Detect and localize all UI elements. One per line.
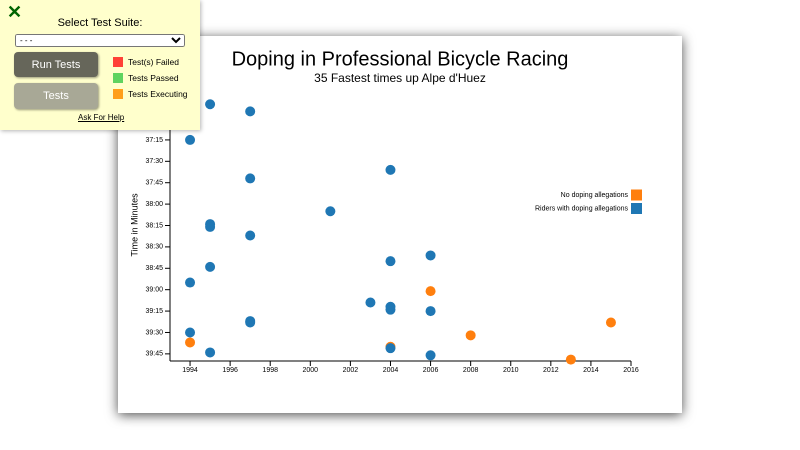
x-tick-label: 2000 <box>303 367 319 374</box>
y-tick-label: 38:45 <box>145 265 163 272</box>
y-tick-label: 37:45 <box>145 180 163 187</box>
point <box>425 286 436 297</box>
point <box>425 250 436 261</box>
help-link[interactable]: Ask For Help <box>78 113 125 122</box>
x-tick-label: 2008 <box>463 367 479 374</box>
y-tick-label: 38:00 <box>145 201 163 208</box>
x-tick-label: 2014 <box>583 367 599 374</box>
point <box>605 317 616 328</box>
x-tick-label: 1996 <box>222 367 238 374</box>
legend-swatch <box>113 89 123 99</box>
x-tick-label: 2012 <box>543 367 559 374</box>
chart-panel <box>118 36 682 413</box>
x-tick-label: 1994 <box>182 367 198 374</box>
point <box>565 354 576 365</box>
legend-swatch <box>113 57 123 67</box>
point <box>385 304 396 315</box>
close-button[interactable]: ✕ <box>7 2 23 22</box>
point <box>245 173 256 184</box>
point <box>425 306 436 317</box>
point <box>185 327 196 338</box>
point <box>385 256 396 267</box>
suite-heading: Select Test Suite: <box>57 17 143 29</box>
legend-label: Riders with doping allegations <box>535 205 628 212</box>
point <box>185 277 196 288</box>
point <box>245 106 256 117</box>
y-tick-label: 38:15 <box>145 222 163 229</box>
y-tick-label: 38:30 <box>145 244 163 251</box>
y-tick-label: 39:00 <box>145 287 163 294</box>
legend-swatch <box>631 189 642 201</box>
y-tick-label: 39:30 <box>145 329 163 336</box>
point <box>205 99 216 110</box>
legend-swatch <box>113 73 123 83</box>
y-tick-label: 37:15 <box>145 137 163 144</box>
point <box>385 343 396 354</box>
y-tick-label: 39:15 <box>145 308 163 315</box>
y-tick-label: 39:45 <box>145 351 163 358</box>
point <box>325 206 336 217</box>
point <box>185 134 196 145</box>
point <box>185 337 196 348</box>
x-tick-label: 2006 <box>423 367 439 374</box>
legend-swatch <box>631 203 642 214</box>
x-tick-label: 2004 <box>383 367 399 374</box>
point <box>365 297 376 308</box>
point <box>205 261 216 272</box>
point <box>425 350 436 361</box>
chart-title: Doping in Professional Bicycle Racing <box>232 48 569 70</box>
point <box>465 330 476 341</box>
y-tick-label: 37:30 <box>145 158 163 165</box>
y-axis-label: Time in Minutes <box>129 193 139 257</box>
point <box>385 164 396 175</box>
point <box>205 347 216 358</box>
point <box>245 230 256 241</box>
tests-button[interactable]: Tests <box>14 83 98 109</box>
x-tick-label: 2010 <box>503 367 519 374</box>
point <box>245 317 256 328</box>
suite-select[interactable]: - - - <box>15 34 185 47</box>
x-tick-label: 1998 <box>262 367 278 374</box>
test-suite-panel: ✕ Select Test Suite: - - - Run Tests Tes… <box>0 0 200 130</box>
x-tick-label: 2016 <box>623 367 639 374</box>
chart-subtitle: 35 Fastest times up Alpe d'Huez <box>314 71 486 85</box>
legend-label: Tests Passed <box>128 73 179 83</box>
legend-label: Test(s) Failed <box>128 57 180 67</box>
run-tests-button[interactable]: Run Tests <box>14 52 98 77</box>
legend-label: No doping allegations <box>561 192 629 199</box>
legend-label: Tests Executing <box>128 89 188 99</box>
point <box>205 221 216 232</box>
x-tick-label: 2002 <box>343 367 359 374</box>
